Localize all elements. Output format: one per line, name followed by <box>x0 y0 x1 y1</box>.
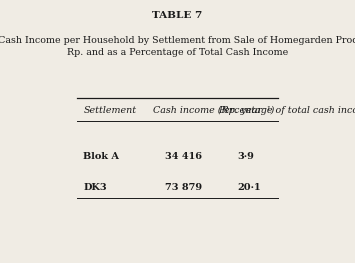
Text: DK3: DK3 <box>83 183 107 192</box>
Text: Percentage of total cash income: Percentage of total cash income <box>218 106 355 115</box>
Text: Cash income (Rp. year⁻¹): Cash income (Rp. year⁻¹) <box>153 106 274 115</box>
Text: 73 879: 73 879 <box>165 183 202 192</box>
Text: Mean Cash Income per Household by Settlement from Sale of Homegarden Produce in
: Mean Cash Income per Household by Settle… <box>0 36 355 57</box>
Text: Blok A: Blok A <box>83 152 119 161</box>
Text: 20·1: 20·1 <box>237 183 261 192</box>
Text: 3·9: 3·9 <box>237 152 254 161</box>
Text: Settlement: Settlement <box>83 106 136 115</box>
Text: 34 416: 34 416 <box>165 152 202 161</box>
Text: TABLE 7: TABLE 7 <box>152 11 203 19</box>
